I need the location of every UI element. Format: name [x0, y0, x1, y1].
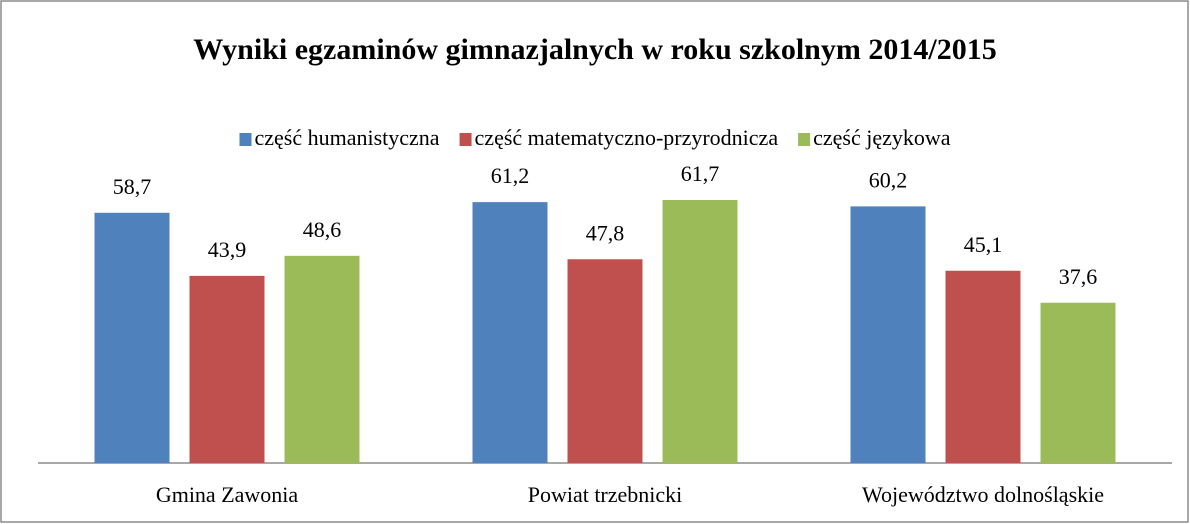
- bar: [284, 255, 360, 463]
- x-tick-label: Gmina Zawonia: [156, 482, 299, 507]
- legend-label: część matematyczno-przyrodnicza: [475, 125, 779, 150]
- data-label: 61,2: [491, 163, 530, 188]
- data-label: 60,2: [869, 167, 908, 192]
- legend-label: część językowa: [813, 125, 951, 150]
- x-tick-label: Województwo dolnośląskie: [862, 482, 1104, 507]
- bar: [850, 206, 926, 463]
- bar: [567, 259, 643, 463]
- legend-swatch: [459, 133, 472, 146]
- bar: [189, 275, 265, 463]
- legend-label: część humanistyczna: [254, 125, 439, 150]
- data-label: 48,6: [303, 217, 342, 242]
- bar: [472, 202, 548, 463]
- data-label: 47,8: [586, 220, 625, 245]
- data-label: 61,7: [681, 161, 720, 186]
- data-label: 58,7: [113, 174, 152, 199]
- bar: [945, 270, 1021, 463]
- bar: [94, 212, 170, 463]
- legend-swatch: [239, 133, 252, 146]
- bar: [662, 200, 738, 463]
- x-tick-label: Powiat trzebnicki: [528, 482, 683, 507]
- data-label: 37,6: [1059, 264, 1098, 289]
- chart-title: Wyniki egzaminów gimnazjalnych w roku sz…: [193, 33, 996, 66]
- data-label: 43,9: [208, 237, 247, 262]
- legend-swatch: [798, 133, 811, 146]
- bar: [1040, 302, 1116, 463]
- data-label: 45,1: [964, 232, 1003, 257]
